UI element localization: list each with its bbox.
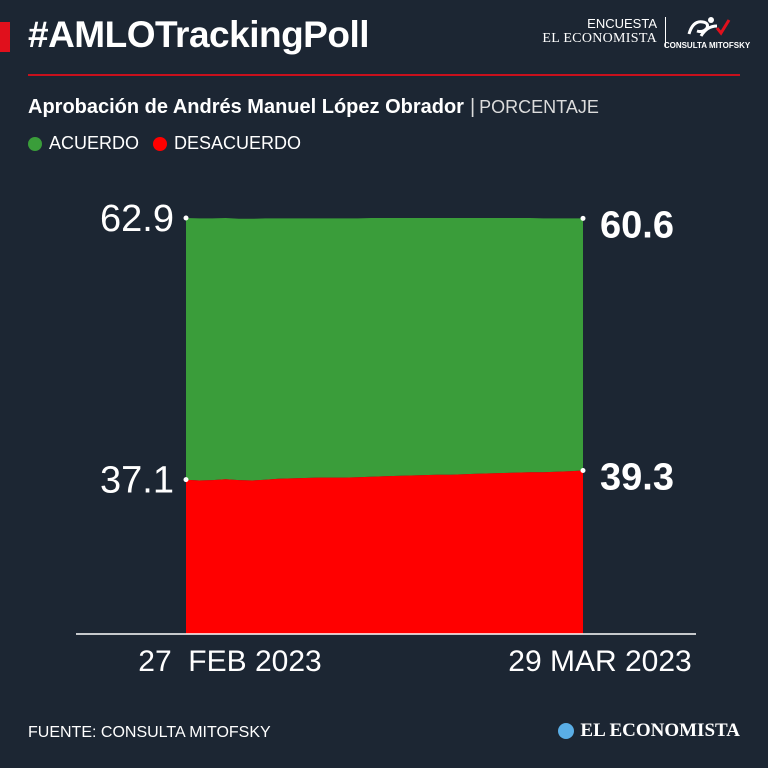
marker-desacuerdo-end	[580, 468, 586, 474]
marker-acuerdo-end	[580, 215, 586, 221]
label-desacuerdo-start: 37.1	[100, 460, 174, 502]
legend-label-acuerdo: ACUERDO	[49, 133, 140, 153]
subtitle-unit: PORCENTAJE	[479, 97, 599, 117]
chart-legend: ACUERDO DESACUERDO	[28, 133, 315, 154]
header-accent-bar	[0, 22, 10, 52]
header-rule	[28, 74, 740, 76]
footer-brand-label: EL ECONOMISTA	[580, 720, 740, 741]
area-acuerdo	[186, 218, 583, 481]
header-brand: ENCUESTA EL ECONOMISTA CONSULTA MITOFSKY	[542, 14, 750, 50]
marker-desacuerdo-start	[183, 477, 189, 483]
hashtag-title: #AMLOTrackingPoll	[28, 14, 370, 55]
label-acuerdo-end: 60.6	[600, 204, 674, 246]
legend-item-desacuerdo: DESACUERDO	[153, 133, 301, 154]
area-desacuerdo	[186, 470, 583, 634]
label-desacuerdo-end: 39.3	[600, 457, 674, 499]
footer-brand: EL ECONOMISTA	[558, 720, 740, 742]
chart-subtitle: Aprobación de Andrés Manuel López Obrado…	[28, 96, 599, 119]
subtitle-main: Aprobación de Andrés Manuel López Obrado…	[28, 96, 464, 118]
globe-icon	[558, 723, 575, 739]
encuesta-brand-text: ENCUESTA EL ECONOMISTA	[542, 16, 666, 47]
brand-line-2: EL ECONOMISTA	[542, 31, 657, 47]
x-label-start: 27 FEB 2023	[138, 645, 321, 678]
legend-item-acuerdo: ACUERDO	[28, 133, 139, 154]
mitofsky-figure-icon	[687, 17, 731, 37]
mitofsky-label: CONSULTA MITOFSKY	[663, 41, 751, 50]
subtitle-separator: |	[469, 96, 476, 118]
legend-dot-desacuerdo	[153, 136, 168, 151]
x-label-end: 29 MAR 2023	[508, 645, 691, 678]
legend-label-desacuerdo: DESACUERDO	[174, 133, 302, 153]
brand-line-1: ENCUESTA	[587, 16, 657, 32]
label-acuerdo-start: 62.9	[100, 198, 174, 240]
mitofsky-logo: CONSULTA MITOFSKY	[664, 14, 750, 50]
legend-dot-acuerdo	[28, 136, 42, 151]
footer-source: FUENTE: CONSULTA MITOFSKY	[28, 724, 271, 741]
marker-acuerdo-start	[183, 215, 189, 221]
